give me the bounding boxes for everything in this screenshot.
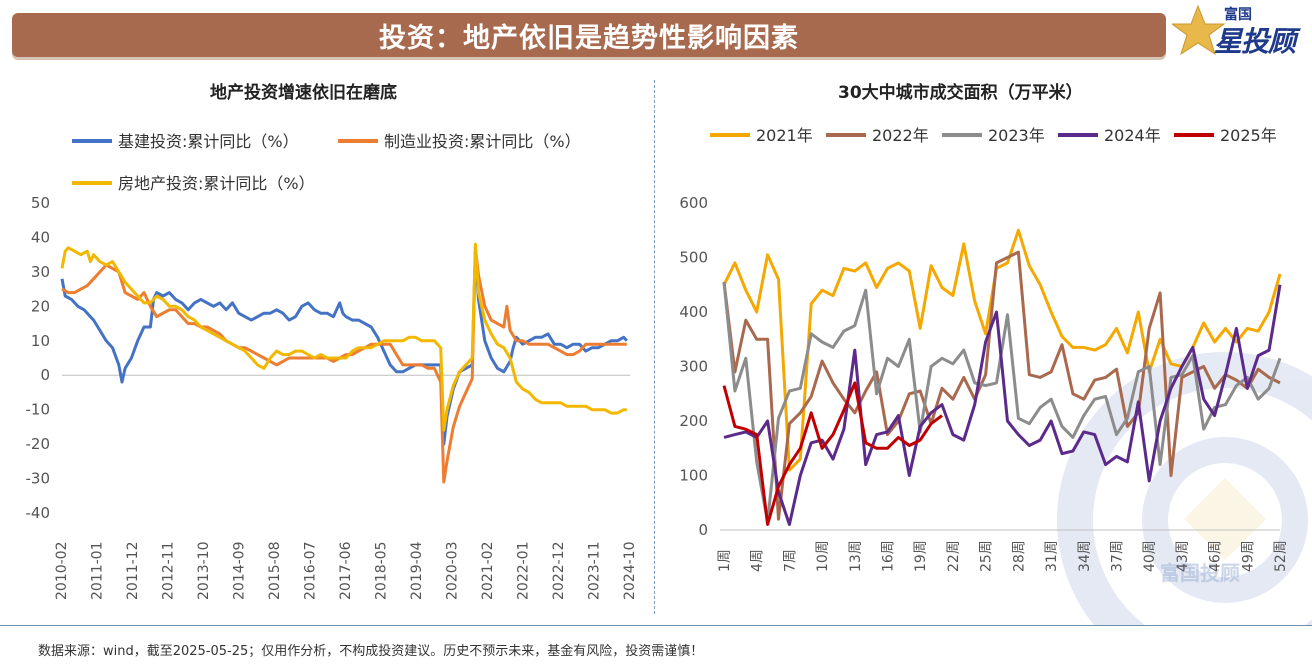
y-tick-label: 50 bbox=[31, 194, 50, 212]
legend-label: 2024年 bbox=[1104, 126, 1161, 145]
x-tick-label: 1周 bbox=[717, 549, 733, 572]
series-line-2023年 bbox=[722, 281, 1282, 524]
x-tick-label: 40周 bbox=[1142, 540, 1158, 572]
footer-divider bbox=[0, 625, 1312, 626]
y-tick-label: 20 bbox=[31, 297, 50, 315]
x-tick-label: 4周 bbox=[750, 549, 766, 572]
right-chart-title: 30大中城市成交面积（万平米） bbox=[838, 83, 1083, 103]
x-tick-label: 2024-10 bbox=[622, 542, 638, 601]
series-line-1 bbox=[60, 249, 628, 446]
x-tick-label: 28周 bbox=[1011, 540, 1027, 572]
x-tick-label: 10周 bbox=[815, 540, 831, 572]
series-line-2 bbox=[61, 246, 627, 484]
x-tick-label: 34周 bbox=[1077, 540, 1093, 572]
x-tick-label: 37周 bbox=[1109, 540, 1125, 572]
right-line-chart: 富国投顾 600 500 400 300 200 100 0 1周 4周 7周 10周 13周 16周 1… bbox=[679, 126, 1312, 625]
x-tick-label: 2011-12 bbox=[125, 542, 141, 601]
x-tick-label: 19周 bbox=[913, 540, 929, 572]
x-tick-label: 2018-05 bbox=[374, 542, 390, 601]
left-chart-title: 地产投资增速依旧在磨底 bbox=[210, 83, 397, 103]
legend-label: 基建投资:累计同比（%） bbox=[118, 132, 299, 151]
x-tick-label: 2014-09 bbox=[232, 542, 248, 601]
left-line-chart: 50 40 30 20 10 0 -10 -20 -30 -40 2010-02 2011-01 201… bbox=[26, 132, 639, 601]
y-tick-label: 0 bbox=[40, 366, 50, 384]
y-tick-label: 500 bbox=[679, 249, 708, 267]
x-tick-label: 2011-01 bbox=[90, 542, 106, 601]
x-tick-label: 2010-02 bbox=[54, 542, 70, 601]
x-tick-label: 16周 bbox=[881, 540, 897, 572]
y-tick-label: 0 bbox=[698, 521, 708, 539]
x-tick-label: 25周 bbox=[979, 540, 995, 572]
x-tick-label: 49周 bbox=[1240, 540, 1256, 572]
series-line-2022年 bbox=[722, 250, 1281, 521]
x-tick-label: 13周 bbox=[848, 540, 864, 572]
y-tick-label: 300 bbox=[679, 358, 708, 376]
y-tick-label: 10 bbox=[31, 332, 50, 350]
x-tick-label: 2012-11 bbox=[161, 542, 177, 601]
x-tick-label: 2015-08 bbox=[267, 542, 283, 601]
y-tick-label: -40 bbox=[26, 504, 51, 522]
legend-label: 2025年 bbox=[1220, 126, 1277, 145]
y-tick-label: 200 bbox=[679, 412, 708, 430]
legend-label: 房地产投资:累计同比（%） bbox=[118, 174, 315, 193]
brand-logo-top-text: 富国 bbox=[1224, 7, 1252, 23]
x-tick-label: 22周 bbox=[946, 540, 962, 572]
x-tick-label: 43周 bbox=[1175, 540, 1191, 572]
brand-star-logo-icon bbox=[1172, 4, 1226, 56]
x-tick-label: 2019-04 bbox=[409, 541, 425, 600]
x-tick-label: 2021-02 bbox=[480, 542, 496, 601]
legend-label: 制造业投资:累计同比（%） bbox=[384, 132, 581, 151]
watermark-logo-icon bbox=[1057, 352, 1312, 625]
y-tick-label: 600 bbox=[679, 194, 708, 212]
x-tick-label: 2023-11 bbox=[587, 542, 603, 601]
panel-divider bbox=[654, 80, 655, 614]
x-tick-label: 52周 bbox=[1273, 540, 1289, 572]
x-tick-label: 2017-06 bbox=[338, 541, 354, 600]
y-tick-label: -30 bbox=[26, 470, 51, 488]
x-tick-label: 2016-07 bbox=[303, 542, 319, 601]
x-tick-label: 2022-01 bbox=[516, 542, 532, 601]
y-tick-label: 40 bbox=[31, 228, 50, 246]
y-tick-label: 100 bbox=[679, 467, 708, 485]
y-tick-label: -20 bbox=[26, 435, 51, 453]
legend-label: 2022年 bbox=[872, 126, 929, 145]
x-tick-label: 2013-10 bbox=[196, 542, 212, 601]
brand-logo-main-text: 星投顾 bbox=[1214, 25, 1296, 58]
x-tick-label: 2022-12 bbox=[551, 542, 567, 601]
y-tick-label: 30 bbox=[31, 263, 50, 281]
series-line-2024年 bbox=[723, 284, 1282, 526]
x-tick-label: 7周 bbox=[782, 549, 798, 572]
y-tick-label: -10 bbox=[26, 401, 51, 419]
footer-note: 数据来源：wind，截至2025-05-25；仅用作分析，不构成投资建议。历史不… bbox=[38, 644, 704, 659]
x-tick-label: 46周 bbox=[1208, 540, 1224, 572]
x-tick-label: 31周 bbox=[1044, 540, 1060, 572]
legend-label: 2021年 bbox=[756, 126, 813, 145]
watermark-text: 富国投顾 bbox=[1160, 561, 1240, 585]
page-title: 投资：地产依旧是趋势性影响因素 bbox=[379, 22, 799, 54]
x-tick-label: 2020-03 bbox=[445, 542, 461, 601]
series-line-2025年 bbox=[722, 381, 943, 526]
y-tick-label: 400 bbox=[679, 303, 708, 321]
title-banner: 投资：地产依旧是趋势性影响因素 bbox=[12, 13, 1166, 57]
series-line-3 bbox=[60, 242, 627, 432]
legend-label: 2023年 bbox=[988, 126, 1045, 145]
